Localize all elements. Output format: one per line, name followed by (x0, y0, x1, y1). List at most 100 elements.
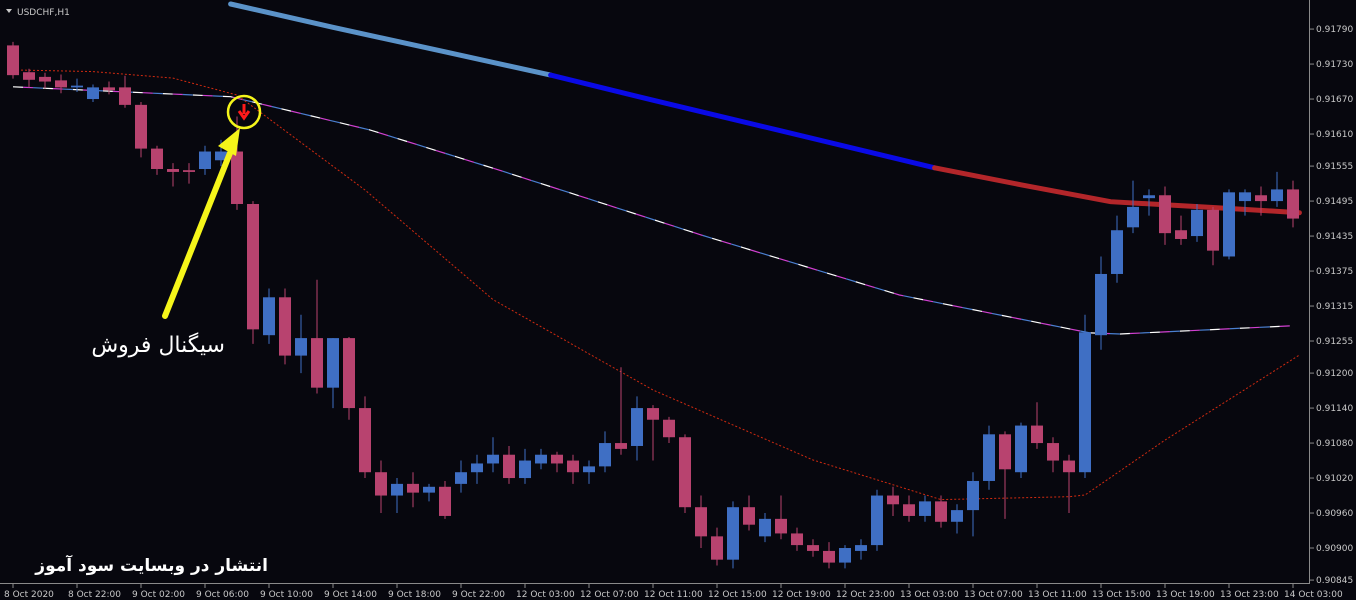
y-tick-label: 0.91375 (1316, 267, 1353, 277)
candle-body (1079, 332, 1091, 473)
signal-label: سیگنال فروش (91, 332, 225, 358)
candle-body (1031, 425, 1043, 444)
candle-body (1223, 192, 1235, 257)
candle-body (407, 483, 419, 493)
moving-average (548, 72, 938, 171)
candle-body (471, 463, 483, 473)
candle-body (551, 454, 563, 464)
candle-body (727, 507, 739, 560)
candle-body (71, 85, 83, 88)
candle-body (567, 460, 579, 473)
y-tick-label: 0.91080 (1316, 439, 1353, 449)
y-tick-label: 0.91555 (1316, 162, 1353, 172)
candle-body (247, 203, 259, 330)
chart-title: USDCHF,H1 (17, 8, 70, 18)
candle-body (871, 495, 883, 546)
x-tick-label: 9 Oct 22:00 (452, 590, 505, 600)
x-tick-label: 13 Oct 19:00 (1156, 590, 1215, 600)
candle-body (919, 501, 931, 516)
pointer-arrow (162, 145, 235, 319)
candle-body (295, 338, 307, 356)
moving-average (228, 1, 554, 78)
candle-body (1095, 273, 1107, 336)
x-tick-label: 12 Oct 15:00 (708, 590, 767, 600)
y-tick-label: 0.91610 (1316, 130, 1353, 140)
candle-body (695, 507, 707, 537)
candle-body (999, 434, 1011, 470)
candle-body (1255, 195, 1267, 202)
candle-body (775, 518, 787, 534)
x-tick-label: 12 Oct 03:00 (516, 590, 575, 600)
candle-body (647, 408, 659, 420)
y-tick-label: 0.91200 (1316, 369, 1353, 379)
candle-body (327, 338, 339, 388)
candle-body (23, 72, 35, 80)
y-tick-label: 0.91495 (1316, 197, 1353, 207)
candle-body (519, 460, 531, 479)
candles (7, 41, 1299, 569)
y-tick-label: 0.91435 (1316, 232, 1353, 242)
x-tick-label: 8 Oct 22:00 (68, 590, 121, 600)
candle-body (39, 76, 51, 82)
candle-body (375, 472, 387, 496)
candle-body (231, 151, 243, 204)
x-tick-label: 13 Oct 03:00 (900, 590, 959, 600)
candle-body (391, 483, 403, 496)
candle-body (215, 151, 227, 161)
candle-body (1159, 195, 1171, 234)
x-tick-label: 12 Oct 23:00 (836, 590, 895, 600)
candle-body (455, 472, 467, 484)
y-tick-label: 0.91670 (1316, 95, 1353, 105)
candle-body (1239, 192, 1251, 202)
candle-body (887, 495, 899, 505)
candle-body (439, 486, 451, 516)
candle-body (151, 148, 163, 170)
candle-body (55, 80, 67, 88)
candle-body (119, 87, 131, 105)
x-tick-label: 13 Oct 23:00 (1220, 590, 1279, 600)
candle-body (87, 87, 99, 100)
candle-body (1143, 195, 1155, 199)
y-tick-label: 0.91255 (1316, 337, 1353, 347)
y-tick-label: 0.91730 (1316, 60, 1353, 70)
candle-body (135, 104, 147, 149)
menu-triangle[interactable] (6, 9, 12, 13)
candle-body (855, 545, 867, 551)
candle-body (279, 297, 291, 356)
x-tick-label: 9 Oct 10:00 (260, 590, 313, 600)
y-tick-label: 0.91790 (1316, 25, 1353, 35)
candle-body (1047, 443, 1059, 461)
candle-body (343, 338, 355, 409)
candle-body (1191, 209, 1203, 237)
x-tick-label: 13 Oct 11:00 (1028, 590, 1087, 600)
x-tick-label: 13 Oct 15:00 (1092, 590, 1151, 600)
candle-body (807, 545, 819, 551)
candle-body (7, 45, 19, 76)
candle-body (759, 518, 771, 537)
candle-body (423, 486, 435, 493)
sell-signal-icon (237, 104, 251, 121)
plot-area (7, 1, 1302, 569)
candle-body (1063, 460, 1075, 473)
candle-body (487, 454, 499, 464)
candle-body (1207, 209, 1219, 251)
x-tick-label: 14 Oct 03:00 (1284, 590, 1343, 600)
moving-average (932, 165, 1302, 216)
x-tick-label: 9 Oct 18:00 (388, 590, 441, 600)
y-tick-label: 0.91315 (1316, 302, 1353, 312)
candle-body (535, 454, 547, 464)
y-tick-label: 0.90845 (1316, 576, 1353, 586)
candle-body (1287, 189, 1299, 219)
watermark: انتشار در وبسایت سود آموز (34, 554, 268, 576)
x-tick-label: 8 Oct 2020 (4, 590, 54, 600)
x-tick-label: 13 Oct 07:00 (964, 590, 1023, 600)
x-tick-label: 12 Oct 11:00 (644, 590, 703, 600)
x-tick-label: 12 Oct 07:00 (580, 590, 639, 600)
candle-body (599, 443, 611, 467)
candle-body (1111, 230, 1123, 274)
y-tick-label: 0.91140 (1316, 404, 1353, 414)
candle-body (983, 434, 995, 481)
candle-body (1175, 230, 1187, 239)
